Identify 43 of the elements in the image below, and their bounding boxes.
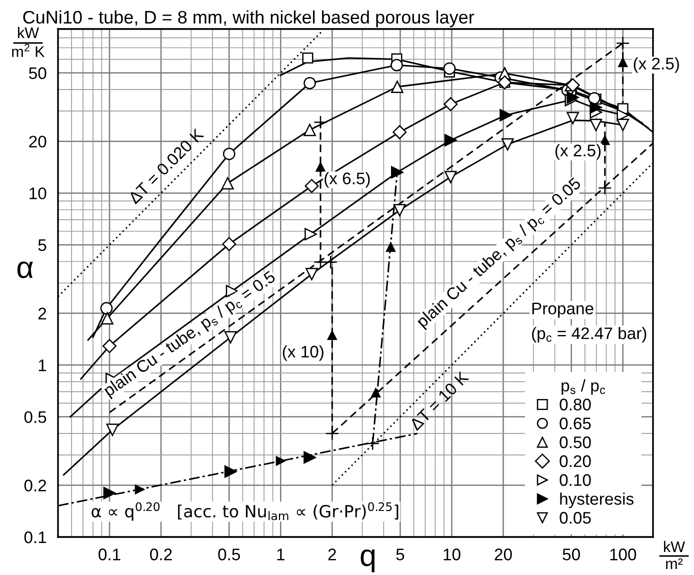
annotation: ΔT = 10 K: [408, 370, 470, 431]
legend-label: 0.20: [560, 455, 591, 468]
x-tick-label: 100: [610, 548, 636, 560]
text: m$^{2}$ K: [12, 44, 45, 57]
chart-title: CuNi10 - tube, D = 8 mm, with nickel based porous layer: [23, 10, 474, 28]
x-tick-label: 0.5: [218, 548, 240, 560]
x-tick-label: 0.2: [150, 548, 172, 560]
annotation: (x 6.5): [324, 172, 370, 188]
x-tick-label: 5: [396, 548, 404, 560]
y-tick-label: 5: [38, 239, 46, 252]
annotation: (x 10): [282, 345, 324, 361]
x-axis-title: q: [360, 549, 375, 572]
text: kW: [664, 540, 685, 552]
annotation: (p$_{c}$ = 42.47 bar): [532, 326, 646, 343]
y-tick-label: 0.1: [24, 531, 46, 544]
x-tick-label: 10: [444, 548, 460, 560]
y-tick-label: 50: [29, 67, 46, 80]
legend-label: 0.05: [560, 512, 591, 524]
legend-label: 0.50: [560, 436, 591, 448]
text: m²: [666, 558, 683, 569]
legend-label: hysteresis: [560, 492, 634, 508]
x-tick-label: 20: [494, 548, 512, 560]
y-tick-label: 2: [38, 308, 46, 320]
annotation: (x 2.5): [555, 144, 601, 160]
legend-label: 0.65: [560, 418, 591, 430]
legend-label: 0.80: [560, 398, 591, 410]
legend-title: p$_{s}$ / p$_{c}$: [562, 379, 606, 395]
y-tick-label: 0.2: [24, 480, 46, 492]
annotation: (x 2.5): [634, 57, 679, 73]
x-tick-label: 1: [277, 548, 284, 560]
text: kW: [18, 26, 39, 38]
y-axis-title: α: [17, 261, 33, 278]
y-tick-label: 1: [38, 360, 46, 372]
annotation: Propane: [532, 302, 594, 318]
x-tick-label: 50: [562, 548, 580, 560]
x-tick-label: 0.1: [98, 548, 120, 560]
legend-label: 0.10: [560, 474, 591, 486]
annotation: plain Cu - tube, p$_{s}$ / p$_{c}$ = 0.5: [102, 270, 278, 400]
text: α ∝ q$^{0.20}$ [acc. to Nu$_{lam}$ ∝ (Gr·Pr)$^{0.25}$]: [92, 502, 398, 521]
y-tick-label: 20: [29, 136, 46, 148]
y-tick-label: 10: [30, 187, 46, 200]
x-tick-label: 2: [328, 548, 336, 560]
y-tick-label: 0.5: [24, 411, 46, 424]
